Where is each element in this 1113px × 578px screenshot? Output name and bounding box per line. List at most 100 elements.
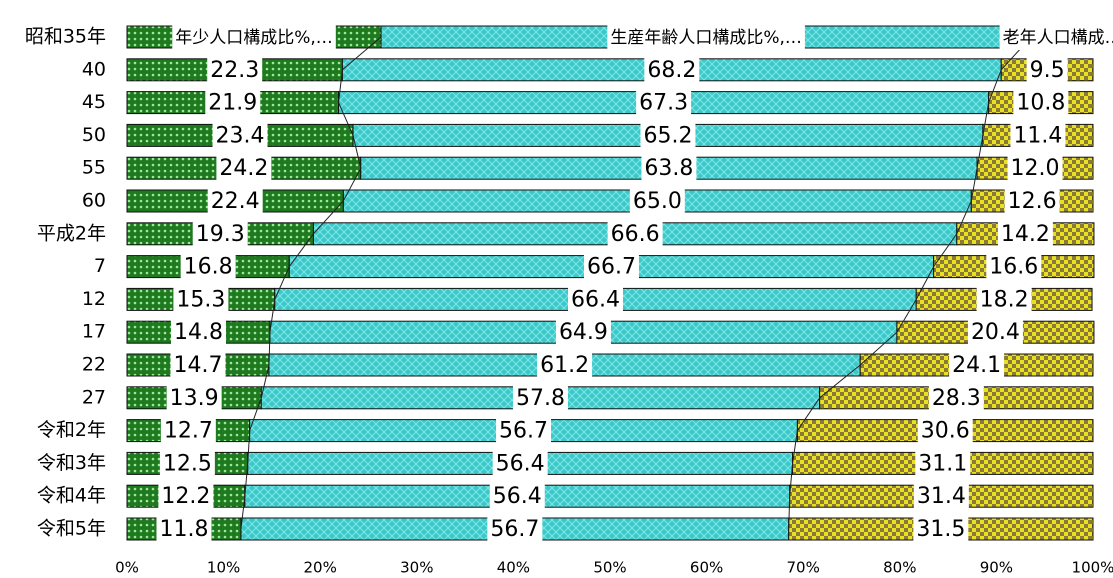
category-label: 7 — [94, 255, 106, 277]
data-label: 16.6 — [989, 255, 1038, 280]
data-label: 16.8 — [184, 255, 233, 280]
data-label: 65.2 — [643, 123, 692, 148]
data-label-group: 57.8 — [512, 384, 568, 411]
data-label-group: 28.3 — [928, 384, 984, 411]
data-label-bg — [1013, 89, 1069, 116]
data-label: 10.8 — [1016, 91, 1065, 116]
data-label: 13.9 — [170, 386, 219, 411]
data-label: 19.3 — [196, 222, 245, 247]
data-label: 18.2 — [980, 287, 1029, 312]
data-label: 12.7 — [164, 419, 213, 444]
data-label-group: 63.8 — [641, 155, 697, 182]
data-label-group: 66.7 — [583, 253, 639, 280]
category-label: 令和5年 — [37, 518, 106, 540]
data-label-bg — [160, 417, 216, 444]
data-label-group: 13.9 — [166, 384, 222, 411]
data-label: 67.3 — [639, 91, 688, 116]
data-label-bg — [492, 450, 548, 477]
category-label: 55 — [82, 157, 106, 179]
category-label: 60 — [82, 190, 106, 212]
data-label: 年少人口構成比%,… — [175, 28, 333, 48]
data-label-group: 生産年齢人口構成比%,… — [607, 24, 805, 50]
data-label: 14.7 — [174, 353, 223, 378]
data-label-group: 31.5 — [913, 516, 969, 542]
data-label-group: 30.6 — [917, 417, 973, 444]
data-label: 21.9 — [208, 91, 257, 116]
data-label: 31.1 — [918, 451, 967, 476]
data-label-group: 22.3 — [207, 56, 263, 83]
data-label-bg — [496, 417, 552, 444]
data-label-bg — [555, 319, 611, 346]
data-label-bg — [568, 286, 624, 313]
data-label-bg — [166, 384, 222, 411]
data-label-group: 56.7 — [487, 516, 543, 542]
category-label: 40 — [82, 58, 106, 80]
data-label-bg — [636, 89, 692, 116]
data-label-bg — [986, 253, 1042, 280]
category-label: 17 — [82, 321, 106, 343]
data-label-bg — [170, 352, 226, 378]
data-label-bg — [997, 220, 1053, 247]
data-label-bg — [913, 516, 969, 542]
data-label: 9.5 — [1030, 58, 1065, 83]
data-label-group: 年少人口構成比%,… — [172, 24, 336, 50]
data-label-group: 16.6 — [986, 253, 1042, 280]
data-label-group: 22.4 — [207, 188, 263, 214]
data-label: 12.5 — [163, 451, 212, 476]
category-label: 50 — [82, 124, 106, 146]
data-label-group: 老年人口構成… — [999, 24, 1113, 50]
data-label-group: 65.0 — [629, 188, 685, 214]
x-tick-label: 40% — [497, 559, 530, 577]
data-label-group: 11.8 — [156, 516, 212, 542]
data-label-bg — [159, 450, 215, 477]
data-label-bg — [489, 483, 545, 510]
data-label-bg — [170, 319, 226, 346]
x-tick-label: 60% — [690, 559, 723, 577]
category-label: 45 — [82, 91, 106, 113]
data-label-bg — [644, 56, 700, 83]
data-label-group: 56.7 — [496, 417, 552, 444]
category-label: 令和4年 — [37, 485, 106, 507]
data-label-group: 64.9 — [555, 319, 611, 346]
data-label-group: 24.1 — [949, 352, 1005, 378]
data-label-group: 12.6 — [1004, 188, 1060, 214]
x-tick-label: 90% — [980, 559, 1013, 577]
x-tick-label: 0% — [115, 559, 139, 577]
data-label-bg — [180, 253, 236, 280]
data-label: 11.8 — [160, 517, 209, 542]
data-label: 15.3 — [176, 287, 225, 312]
data-label-bg — [967, 319, 1023, 346]
data-label: 28.3 — [932, 386, 981, 411]
data-label-bg — [172, 24, 336, 50]
x-tick-label: 20% — [304, 559, 337, 577]
data-label-bg — [607, 24, 805, 50]
data-label: 64.9 — [559, 320, 608, 345]
data-label-bg — [917, 417, 973, 444]
data-label-bg — [537, 352, 593, 378]
data-label: 56.4 — [493, 484, 542, 509]
data-label-group: 56.4 — [489, 483, 545, 510]
data-label-group: 68.2 — [644, 56, 700, 83]
data-label: 61.2 — [540, 353, 589, 378]
category-label: 22 — [82, 354, 106, 376]
data-label-group: 12.0 — [1007, 155, 1063, 182]
x-tick-label: 10% — [207, 559, 240, 577]
category-label: 12 — [82, 288, 106, 310]
data-label-group: 56.4 — [492, 450, 548, 477]
data-label-group: 14.8 — [170, 319, 226, 346]
data-label: 22.4 — [211, 189, 260, 214]
x-tick-label: 80% — [883, 559, 916, 577]
category-label: 27 — [82, 386, 106, 408]
data-label-bg — [949, 352, 1005, 378]
data-label-bg — [607, 220, 663, 247]
data-label: 24.1 — [952, 353, 1001, 378]
data-label-group: 21.9 — [205, 89, 261, 116]
category-label: 令和2年 — [37, 419, 106, 441]
x-tick-label: 70% — [787, 559, 820, 577]
data-label-bg — [641, 155, 697, 182]
data-label: 12.0 — [1011, 156, 1060, 181]
data-label-bg — [156, 516, 212, 542]
data-label: 20.4 — [971, 320, 1020, 345]
category-label: 令和3年 — [37, 452, 106, 474]
